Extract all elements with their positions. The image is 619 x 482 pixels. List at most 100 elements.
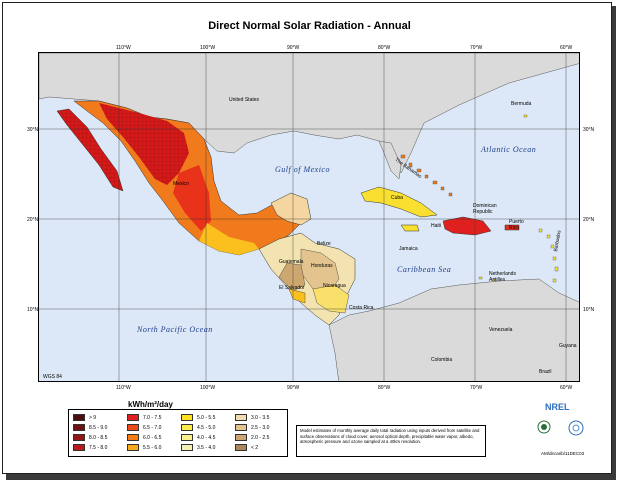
lesser-antilles <box>478 228 559 283</box>
legend-swatch <box>181 444 193 451</box>
unep-logo <box>566 420 586 437</box>
legend-label: 5.0 - 5.5 <box>197 415 216 421</box>
legend-swatch <box>127 424 139 431</box>
legend-label: 8.0 - 8.5 <box>89 435 108 441</box>
bahamas-islands <box>400 154 453 197</box>
yucatan <box>270 192 312 226</box>
label-haiti: Haiti <box>431 223 442 229</box>
label-costa-rica: Costa Rica <box>349 305 374 311</box>
datum-label: WGS 84 <box>43 374 62 380</box>
label-puerto-rico: Puerto Rico <box>509 219 524 231</box>
mexico-south-zone <box>199 223 259 255</box>
label-brazil: Brazil <box>539 369 552 375</box>
legend-label: > 9 <box>89 415 97 421</box>
label-guatemala: Guatemala <box>279 259 304 265</box>
label-venezuela: Venezuela <box>489 327 513 333</box>
label-belize: Belize <box>317 241 331 247</box>
legend-label: 7.0 - 7.5 <box>143 415 162 421</box>
lon-label-bottom: 70°W <box>470 385 483 391</box>
legend-swatch <box>127 434 139 441</box>
legend-label: 6.5 - 7.0 <box>143 425 162 431</box>
label-guyana: Guyana <box>559 343 577 349</box>
legend-swatch <box>181 414 193 421</box>
lon-label-bottom: 100°W <box>200 385 216 391</box>
lat-label-left: 30°N <box>27 127 39 133</box>
label-cuba: Cuba <box>391 195 403 201</box>
legend-swatch <box>127 414 139 421</box>
lat-label-left: 20°N <box>27 217 39 223</box>
map-canvas[interactable]: United States Mexico Belize Guatemala Ho… <box>38 52 580 382</box>
map-credit: AM/dircarib/11DEC03 <box>541 451 585 456</box>
map-title: Direct Normal Solar Radiation - Annual <box>208 20 411 32</box>
label-united-states: United States <box>229 97 260 103</box>
gef-logo <box>534 420 554 435</box>
cuba-land <box>360 186 438 218</box>
lon-label-bottom: 110°W <box>116 385 131 391</box>
lat-label-left: 10°N <box>27 307 39 313</box>
label-caribbean-sea: Caribbean Sea <box>397 265 452 274</box>
legend-swatch <box>127 444 139 451</box>
lon-label-bottom: 90°W <box>287 385 300 391</box>
legend-swatch <box>73 434 85 441</box>
map-svg <box>39 53 579 381</box>
lon-label-bottom: 80°W <box>378 385 391 391</box>
nrel-logo: NREL <box>545 402 570 412</box>
legend-label: 4.0 - 4.5 <box>197 435 216 441</box>
label-netherlands-antilles: Netherlands Antilles <box>489 271 516 283</box>
label-bermuda: Bermuda <box>511 101 532 107</box>
mexico-central-zone <box>173 165 211 231</box>
legend-swatch <box>73 424 85 431</box>
hispaniola-land <box>442 216 492 236</box>
lon-label-top: 60°W <box>560 45 573 51</box>
legend-label: 4.5 - 5.0 <box>197 425 216 431</box>
legend: > 9 8.5 - 9.0 8.0 - 8.5 7.5 - 8.0 7.0 - 7.5 6… <box>68 409 288 457</box>
lon-label-top: 80°W <box>378 45 391 51</box>
lon-label-top: 70°W <box>470 45 483 51</box>
legend-label: 8.5 - 9.0 <box>89 425 108 431</box>
legend-label: 3.0 - 3.5 <box>251 415 270 421</box>
legend-label: < 2 <box>251 445 259 451</box>
label-colombia: Colombia <box>431 357 453 363</box>
lon-label-top: 90°W <box>287 45 300 51</box>
label-north-pacific-ocean: North Pacific Ocean <box>137 325 213 334</box>
label-nicaragua: Nicaragua <box>323 283 346 289</box>
label-dominican-republic: Dominican Republic <box>473 203 497 215</box>
legend-swatch <box>235 444 247 451</box>
lat-label-right: 30°N <box>583 127 595 133</box>
label-jamaica: Jamaica <box>399 246 418 252</box>
legend-label: 7.5 - 8.0 <box>89 445 108 451</box>
legend-label: 2.0 - 2.5 <box>251 435 270 441</box>
label-atlantic-ocean: Atlantic Ocean <box>481 145 537 154</box>
legend-label: 2.5 - 3.0 <box>251 425 270 431</box>
legend-label: 3.5 - 4.0 <box>197 445 216 451</box>
south-america-land <box>328 278 579 381</box>
nicaragua-land <box>312 284 350 314</box>
label-honduras: Honduras <box>311 263 333 269</box>
label-gulf-of-mexico: Gulf of Mexico <box>275 165 330 174</box>
legend-swatch <box>181 434 193 441</box>
jamaica-land <box>400 224 420 232</box>
legend-title: kWh/m²/day <box>128 400 173 409</box>
lon-label-top: 110°W <box>116 45 131 51</box>
methodology-note: Model estimates of monthly average daily… <box>296 425 486 457</box>
legend-label: 6.0 - 6.5 <box>143 435 162 441</box>
lat-label-right: 10°N <box>583 307 595 313</box>
graticule <box>39 53 579 381</box>
label-mexico: Mexico <box>173 181 189 187</box>
baja-california <box>56 108 124 192</box>
mexico-high-zone <box>99 103 189 185</box>
legend-label: 5.5 - 6.0 <box>143 445 162 451</box>
bermuda-island <box>523 114 528 118</box>
legend-swatch <box>73 414 85 421</box>
legend-swatch <box>181 424 193 431</box>
lat-label-right: 20°N <box>583 217 595 223</box>
legend-swatch <box>73 444 85 451</box>
label-el-salvador: El Salvador <box>279 285 305 291</box>
legend-swatch <box>235 424 247 431</box>
lon-label-top: 100°W <box>200 45 216 51</box>
lon-label-bottom: 60°W <box>560 385 573 391</box>
guatemala-land <box>278 262 306 292</box>
legend-swatch <box>235 414 247 421</box>
puerto-rico-land <box>504 224 520 231</box>
legend-swatch <box>235 434 247 441</box>
